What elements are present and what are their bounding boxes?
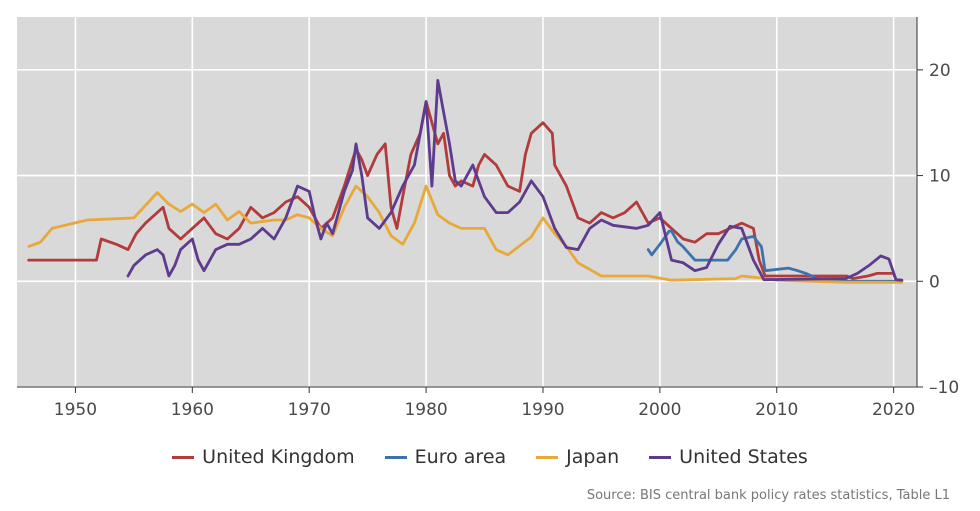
y-tick-label-0: 20 bbox=[929, 61, 951, 81]
series-line-japan bbox=[27, 184, 904, 284]
series-line-euro-area bbox=[646, 229, 904, 283]
x-tick-label-1950: 1950 bbox=[54, 400, 97, 420]
legend-item-euro-area: Euro area bbox=[384, 446, 507, 468]
x-tick-label-2010: 2010 bbox=[755, 400, 798, 420]
x-tick-label-1990: 1990 bbox=[521, 400, 564, 420]
legend-item-united-states: United States bbox=[649, 446, 808, 468]
policy-rates-line-chart: 1950 1960 1970 1980 1990 2000 2010 2020 20100–1… bbox=[17, 17, 959, 420]
legend-item-united-kingdom: United Kingdom bbox=[172, 446, 355, 468]
legend-swatch-united-kingdom bbox=[172, 455, 195, 459]
legend: United Kingdom Euro area Japan United St… bbox=[0, 446, 980, 468]
legend-label-euro-area: Euro area bbox=[414, 446, 507, 468]
series-line-united-kingdom bbox=[27, 100, 904, 282]
legend-swatch-japan bbox=[536, 455, 559, 459]
plot-area bbox=[17, 17, 917, 387]
legend-label-united-kingdom: United Kingdom bbox=[202, 446, 355, 468]
x-tick-label-1970: 1970 bbox=[288, 400, 331, 420]
y-tick-label-3: –10 bbox=[929, 378, 959, 398]
y-axis-ticks: 20 10 0 –10 bbox=[916, 17, 959, 398]
x-tick-label-1980: 1980 bbox=[404, 400, 447, 420]
y-tick-label-2: 0 bbox=[929, 272, 940, 292]
legend-label-japan: Japan bbox=[566, 446, 620, 468]
series-lines bbox=[27, 79, 904, 284]
x-tick-label-2000: 2000 bbox=[638, 400, 681, 420]
series-line-united-states bbox=[126, 79, 904, 282]
legend-label-united-states: United States bbox=[679, 446, 808, 468]
x-tick-label-1960: 1960 bbox=[171, 400, 214, 420]
source-note: Source: BIS central bank policy rates st… bbox=[586, 488, 950, 503]
x-tick-label-2020: 2020 bbox=[872, 400, 915, 420]
legend-item-japan: Japan bbox=[536, 446, 619, 468]
y-tick-label-1: 10 bbox=[929, 167, 951, 187]
x-axis-ticks: 1950 1960 1970 1980 1990 2000 2010 2020 bbox=[17, 386, 917, 420]
legend-swatch-euro-area bbox=[384, 455, 407, 459]
legend-swatch-united-states bbox=[649, 455, 672, 459]
